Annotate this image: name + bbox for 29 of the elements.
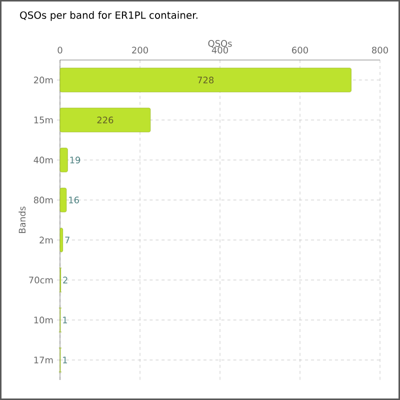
y-tick-label: 2m (40, 236, 53, 244)
bar (60, 108, 151, 132)
data-label: 16 (69, 196, 79, 204)
data-label: 2 (63, 276, 68, 284)
y-tick-label: 40m (34, 156, 53, 164)
data-label: 728 (198, 76, 214, 84)
y-tick-label: 70cm (29, 276, 53, 284)
x-tick-label: 0 (58, 46, 62, 54)
data-label: 7 (65, 236, 70, 244)
y-axis-title: Bands (18, 206, 26, 233)
y-tick-label: 20m (34, 76, 53, 84)
data-label: 226 (97, 116, 114, 124)
y-tick-label: 80m (34, 196, 53, 204)
x-tick-label: 600 (292, 46, 308, 54)
y-tick-label: 10m (34, 316, 53, 324)
data-label: 1 (63, 356, 67, 364)
bar (60, 148, 68, 172)
data-label: 19 (70, 156, 80, 164)
y-tick-label: 15m (34, 116, 53, 124)
chart-title: QSOs per band for ER1PL container. (20, 11, 198, 21)
bar (60, 188, 67, 212)
x-tick-label: 200 (132, 46, 148, 54)
x-tick-label: 400 (212, 46, 228, 54)
x-tick-label: 800 (372, 46, 388, 54)
data-label: 1 (63, 316, 67, 324)
x-axis-title: QSOs (208, 40, 232, 48)
bar (60, 228, 63, 252)
bar (60, 68, 352, 92)
y-tick-label: 17m (34, 356, 53, 364)
